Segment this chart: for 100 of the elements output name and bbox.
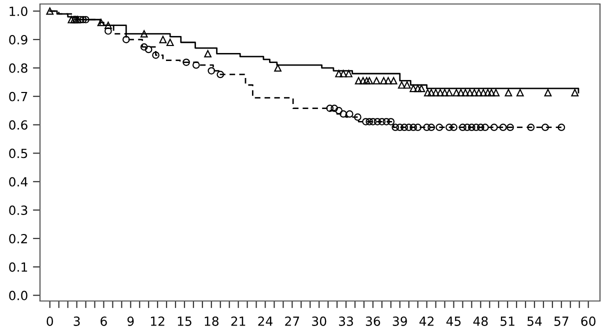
point	[204, 50, 212, 58]
point	[104, 22, 112, 29]
point	[464, 124, 471, 132]
point	[428, 124, 435, 132]
x-tick-label: 45	[446, 316, 461, 326]
point	[97, 18, 105, 26]
point	[380, 77, 388, 84]
point	[152, 51, 160, 59]
point	[462, 88, 470, 96]
point	[428, 88, 435, 96]
x-tick-label: 3	[74, 316, 80, 326]
point	[378, 118, 386, 126]
point	[384, 77, 392, 84]
point	[481, 124, 489, 132]
point	[457, 88, 465, 96]
x-tick-label: 18	[204, 316, 219, 326]
point	[423, 124, 430, 132]
point	[382, 118, 390, 126]
point	[79, 16, 87, 24]
point	[359, 77, 367, 84]
point	[274, 64, 282, 72]
point	[144, 46, 152, 54]
x-tick-label: 42	[419, 316, 434, 326]
point	[122, 36, 130, 44]
point	[436, 124, 444, 132]
point	[441, 88, 448, 96]
point	[208, 67, 216, 74]
point	[506, 124, 514, 132]
point	[369, 118, 377, 126]
y-tick-label: 1.0	[10, 6, 28, 16]
point	[410, 124, 418, 132]
point	[472, 124, 480, 132]
x-tick-label: 15	[178, 316, 192, 326]
point	[544, 88, 552, 96]
point	[140, 43, 148, 51]
point	[516, 88, 524, 96]
point	[418, 84, 426, 92]
y-tick-label: 0.7	[9, 92, 28, 102]
point	[366, 77, 374, 84]
point	[466, 88, 474, 96]
point	[82, 16, 90, 24]
point	[335, 70, 343, 78]
point	[424, 88, 432, 96]
point	[354, 77, 362, 84]
y-tick-label: 0.6	[9, 120, 28, 130]
point	[468, 124, 476, 132]
point	[390, 77, 398, 84]
x-tick-label: 33	[339, 316, 353, 326]
point	[387, 118, 395, 126]
point	[192, 61, 200, 69]
point	[335, 106, 343, 114]
y-tick-label: 0.9	[9, 35, 28, 44]
point	[400, 124, 408, 132]
point	[480, 88, 488, 96]
x-tick-label: 6	[100, 316, 107, 326]
point	[216, 70, 224, 78]
point	[366, 118, 374, 126]
point	[46, 7, 54, 15]
point	[504, 88, 512, 96]
x-tick-label: 36	[366, 316, 380, 326]
point	[414, 124, 422, 132]
point	[392, 124, 400, 132]
point	[410, 84, 418, 92]
point	[470, 88, 478, 96]
point	[405, 124, 413, 132]
point	[182, 58, 190, 66]
point	[490, 124, 498, 132]
point	[362, 118, 370, 126]
y-tick-label: 0.4	[9, 177, 28, 187]
point	[362, 77, 370, 84]
point	[159, 36, 167, 44]
point	[571, 88, 579, 96]
point	[68, 16, 76, 24]
point	[446, 124, 453, 132]
point	[476, 124, 484, 132]
point	[488, 88, 496, 96]
y-tick-label: 0.3	[9, 206, 28, 215]
point	[396, 124, 404, 132]
y-tick-label: 0.0	[9, 290, 28, 300]
x-tick-label: 48	[473, 316, 488, 326]
x-tick-label: 27	[285, 316, 300, 326]
point	[484, 88, 492, 96]
x-tick-label: 0	[46, 316, 54, 326]
point	[492, 88, 500, 96]
point	[459, 124, 466, 132]
x-tick-label: 39	[392, 316, 407, 326]
point	[499, 124, 507, 132]
point	[326, 104, 334, 112]
point	[104, 27, 112, 35]
point	[330, 104, 338, 112]
point	[403, 81, 411, 89]
point	[542, 124, 549, 132]
x-tick-label: 12	[150, 316, 164, 326]
point	[432, 88, 440, 96]
point	[475, 88, 483, 96]
y-tick-label: 0.2	[9, 234, 27, 244]
x-tick-label: 9	[127, 316, 134, 326]
point	[446, 88, 453, 96]
point	[527, 124, 535, 132]
point	[354, 113, 362, 121]
